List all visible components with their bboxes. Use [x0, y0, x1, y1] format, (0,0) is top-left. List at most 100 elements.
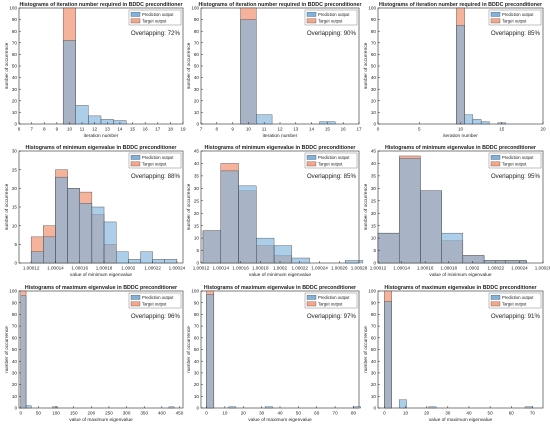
x-tick-label: 20	[241, 411, 247, 416]
y-tick-label: 25	[12, 167, 18, 172]
y-tick-label: 80	[12, 29, 18, 34]
x-tick-label: 0	[383, 411, 386, 416]
prediction-bar	[55, 176, 68, 264]
prediction-bar	[420, 190, 442, 264]
legend-label-target: Target output	[318, 19, 343, 24]
x-tick-label: 40	[466, 411, 472, 416]
x-tick-label: 0	[19, 411, 22, 416]
prediction-bar	[384, 301, 392, 409]
legend-swatch-prediction	[130, 12, 141, 17]
legend-box	[488, 152, 542, 169]
y-tick-label: 40	[194, 359, 200, 364]
prediction-bar	[238, 185, 257, 264]
x-tick-label: 1.00012	[23, 266, 40, 271]
legend-swatch-prediction	[306, 12, 317, 17]
legend-label-prediction: Prediction output	[142, 295, 174, 300]
y-tick-label: 50	[194, 347, 200, 352]
x-axis-label: value of minimum eigenvalue	[249, 272, 311, 278]
prediction-bar	[399, 158, 421, 264]
prediction-bar	[168, 406, 175, 409]
prediction-bar	[472, 119, 482, 125]
x-tick-label: 12	[92, 127, 98, 132]
y-tick-label: 20	[194, 98, 200, 103]
y-tick-label: 70	[12, 324, 18, 329]
y-tick-label: 50	[12, 347, 18, 352]
y-axis-label: number of occurrence	[363, 326, 369, 373]
plot-area	[200, 7, 360, 125]
legend-label-target: Target output	[502, 302, 527, 307]
prediction-bar	[152, 259, 165, 264]
y-axis-label: number of occurrence	[4, 326, 10, 373]
x-tick-label: 16	[143, 127, 149, 132]
x-tick-label: 12	[277, 127, 283, 132]
x-tick-label: 1.0002	[465, 266, 479, 271]
x-axis-label: value of maximum eigenvalue	[248, 417, 312, 423]
y-tick-label: 0	[373, 406, 376, 411]
legend-box	[304, 9, 358, 26]
legend-box	[304, 292, 358, 309]
legend: Prediction output Target output	[488, 9, 542, 26]
y-tick-label: 70	[194, 324, 200, 329]
y-tick-label: 30	[194, 87, 200, 92]
y-tick-label: 100	[191, 289, 199, 294]
x-tick-label: 8	[43, 127, 46, 132]
x-tick-label: 1.00014	[393, 266, 410, 271]
chart-title: Histograms of maximum eigenvalue in BDDC…	[25, 285, 177, 291]
prediction-bar	[128, 259, 141, 264]
y-tick-label: 10	[12, 394, 18, 399]
legend-label-prediction: Prediction output	[318, 155, 350, 160]
x-tick-label: 1.00014	[47, 266, 64, 271]
y-tick-label: 5	[14, 242, 17, 247]
histogram-panel-1: 0 10 20 30 40 50 60 70 80 90 100 6 7 8 9 10 11 12 13 14 15 16…	[4, 2, 186, 139]
x-tick-label: 1.00016	[71, 266, 88, 271]
prediction-bar	[353, 406, 362, 409]
legend-swatch-prediction	[130, 295, 141, 300]
x-tick-label: 30	[259, 411, 265, 416]
legend-swatch-target	[130, 18, 141, 24]
chart-title: Histograms of minimum eigenvalue in BDDC…	[26, 145, 177, 151]
legend-swatch-prediction	[130, 155, 141, 160]
y-axis-label: number of occurrence	[4, 42, 10, 89]
overlap-annotation: Overlapping: 91%	[491, 313, 541, 320]
x-tick-label: 1.00024	[169, 266, 186, 271]
x-tick-label: 7	[30, 127, 33, 132]
overlap-annotation: Overlapping: 88%	[131, 173, 181, 180]
legend-box	[128, 9, 182, 26]
chart-title: Histograms of iteration number required …	[19, 2, 182, 8]
x-tick-label: 0	[205, 411, 208, 416]
y-tick-label: 35	[371, 173, 377, 178]
y-tick-label: 10	[12, 110, 18, 115]
prediction-bar	[79, 203, 93, 264]
y-tick-label: 10	[371, 110, 377, 115]
legend-swatch-target	[306, 161, 317, 167]
y-tick-label: 10	[194, 236, 200, 241]
x-tick-label: 100	[52, 411, 60, 416]
y-tick-label: 60	[12, 335, 18, 340]
prediction-bar	[441, 232, 464, 264]
prediction-bar	[30, 251, 44, 264]
y-tick-label: 0	[196, 406, 199, 411]
legend-box	[304, 152, 358, 169]
prediction-bar	[206, 294, 215, 409]
x-tick-label: 1.00014	[212, 266, 229, 271]
prediction-bar	[75, 105, 89, 125]
legend: Prediction output Target output	[128, 152, 182, 169]
prediction-bar	[480, 121, 490, 125]
plot-area	[200, 290, 360, 409]
y-tick-label: 45	[371, 149, 377, 154]
prediction-bar	[462, 255, 485, 264]
x-tick-label: 1.00012	[193, 266, 210, 271]
legend-swatch-prediction	[490, 295, 501, 300]
legend-label-target: Target output	[142, 19, 167, 24]
legend-swatch-target	[130, 301, 141, 307]
x-tick-label: 10	[246, 127, 252, 132]
y-tick-label: 30	[371, 186, 377, 191]
y-tick-label: 80	[371, 29, 377, 34]
x-tick-label: 13	[293, 127, 299, 132]
prediction-bar	[273, 245, 293, 264]
y-tick-label: 5	[373, 248, 376, 253]
y-tick-label: 20	[371, 98, 377, 103]
x-tick-label: 1.00018	[96, 266, 113, 271]
